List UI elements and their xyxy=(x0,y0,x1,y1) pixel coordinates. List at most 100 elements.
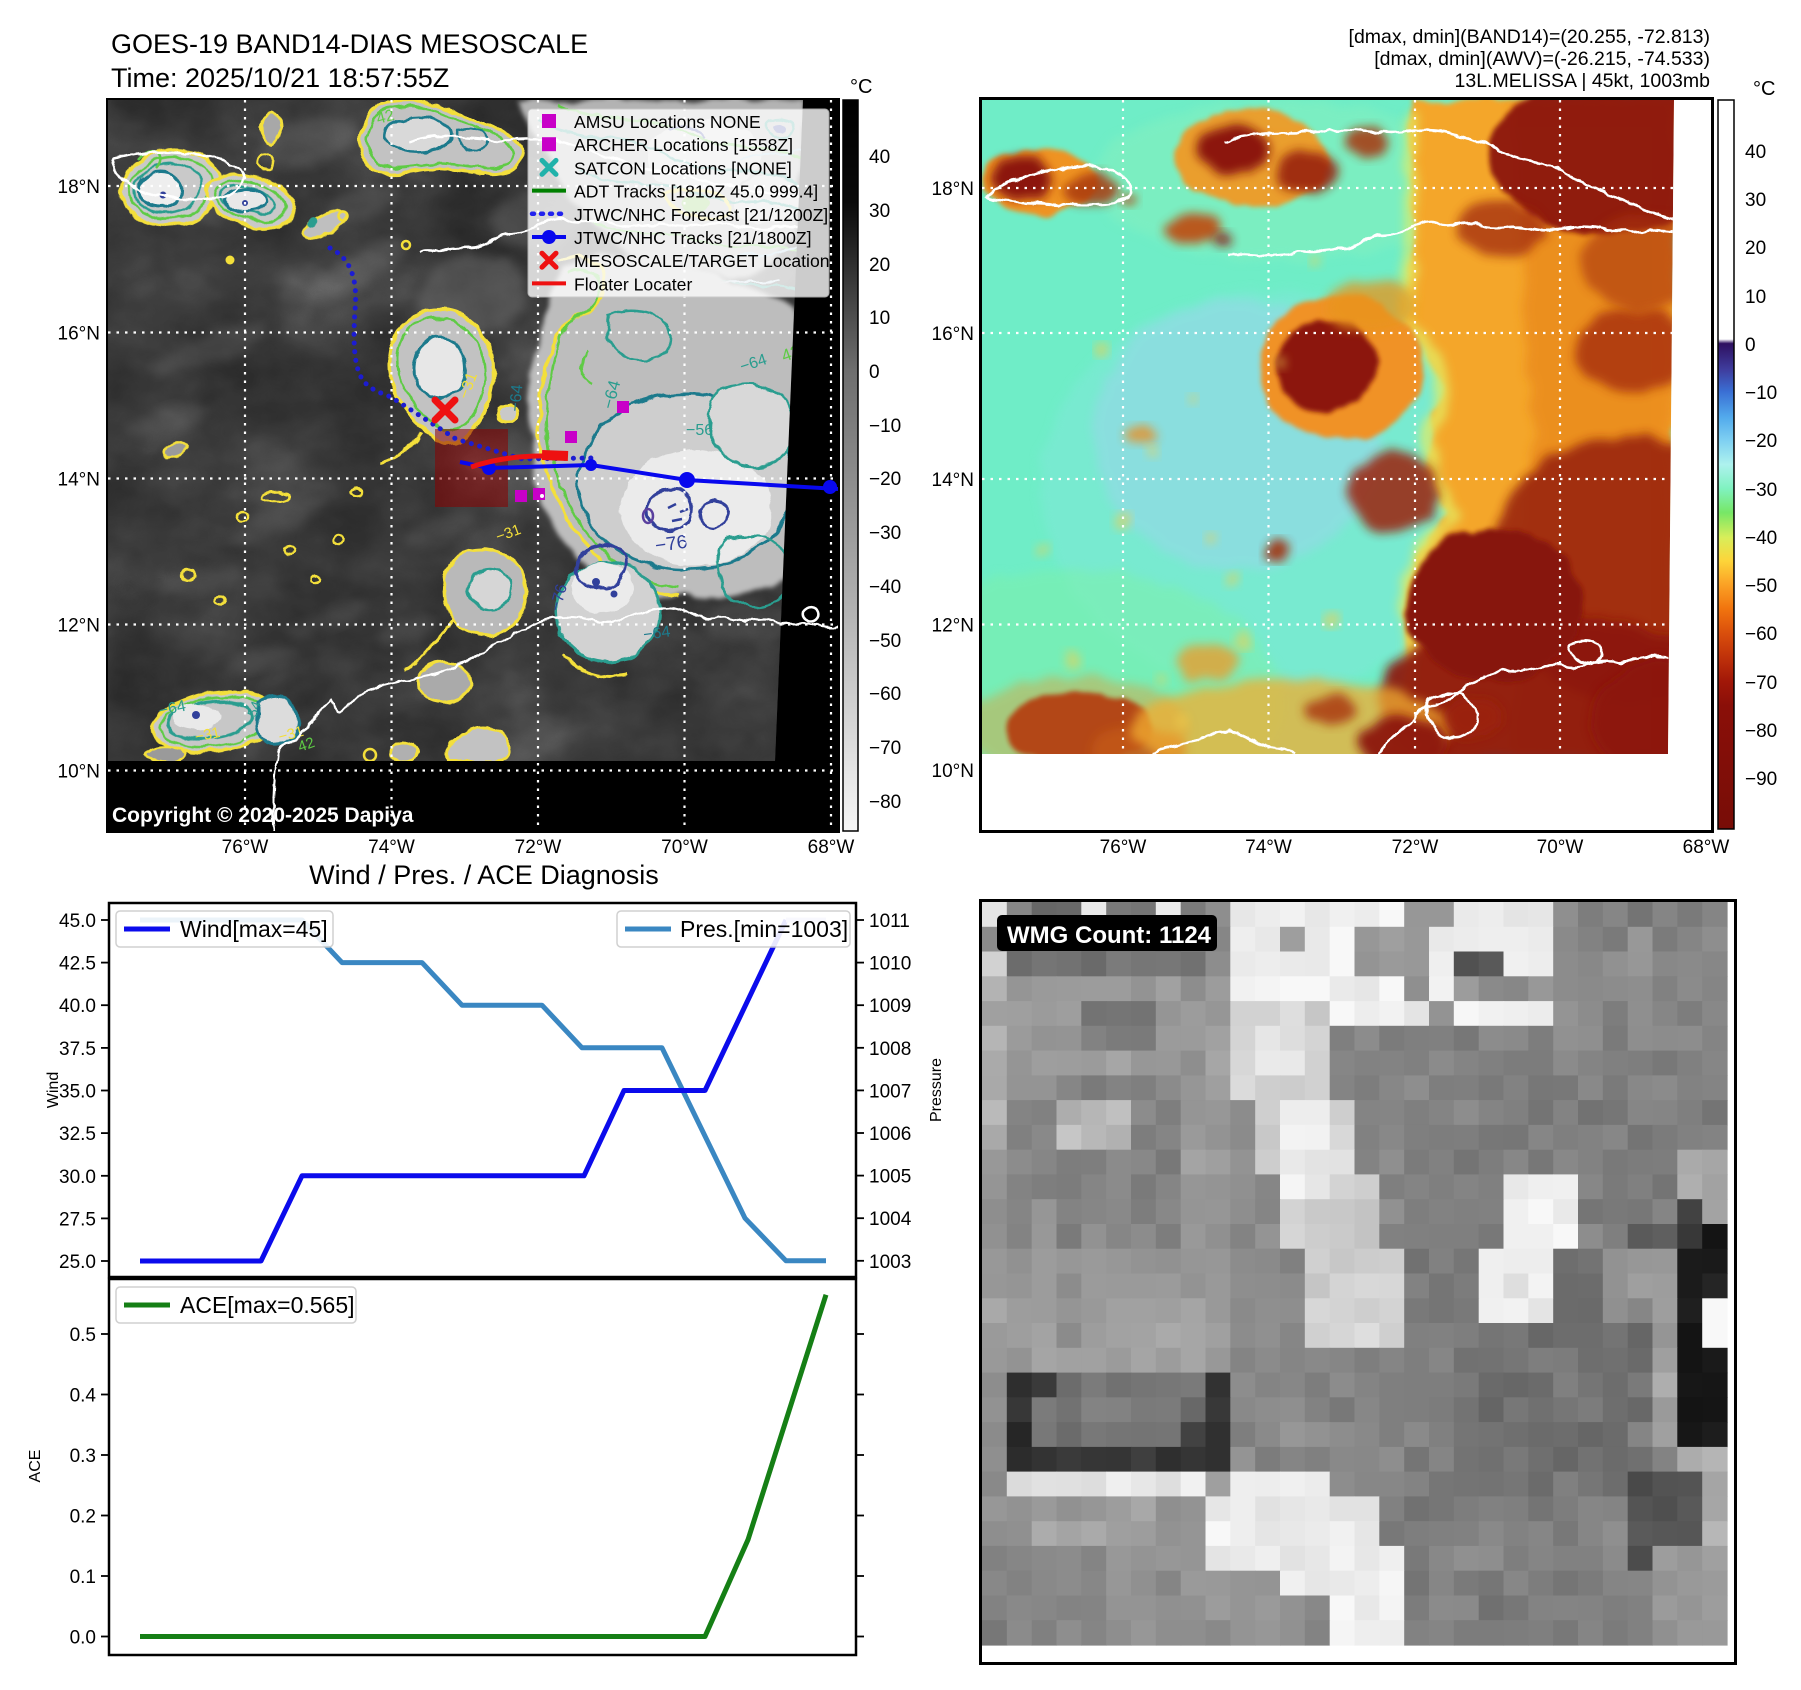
svg-text:35.0: 35.0 xyxy=(59,1082,96,1103)
svg-text:68°W: 68°W xyxy=(1683,837,1730,858)
svg-text:20: 20 xyxy=(1745,238,1766,259)
svg-text:Time: 2025/10/21 18:57:55Z: Time: 2025/10/21 18:57:55Z xyxy=(111,63,449,93)
svg-text:1005: 1005 xyxy=(869,1167,911,1188)
svg-text:30.0: 30.0 xyxy=(59,1167,96,1188)
svg-text:JTWC/NHC Forecast [21/1200Z]: JTWC/NHC Forecast [21/1200Z] xyxy=(574,205,828,225)
svg-text:1003: 1003 xyxy=(869,1252,911,1273)
svg-text:10°N: 10°N xyxy=(58,762,100,783)
svg-text:0.2: 0.2 xyxy=(70,1507,96,1528)
svg-text:ACE[max=0.565]: ACE[max=0.565] xyxy=(180,1292,355,1318)
svg-text:−60: −60 xyxy=(1745,624,1777,645)
svg-text:−20: −20 xyxy=(1745,431,1777,452)
svg-text:−76: −76 xyxy=(654,532,689,557)
svg-text:0.4: 0.4 xyxy=(70,1386,97,1407)
svg-text:76°W: 76°W xyxy=(222,837,269,858)
svg-text:70°W: 70°W xyxy=(661,837,708,858)
svg-text:25.0: 25.0 xyxy=(59,1252,96,1273)
svg-text:27.5: 27.5 xyxy=(59,1209,96,1230)
svg-text:0: 0 xyxy=(869,362,880,383)
svg-text:0: 0 xyxy=(1745,335,1756,356)
svg-text:30: 30 xyxy=(869,201,890,222)
svg-text:40: 40 xyxy=(1745,142,1766,163)
svg-text:1008: 1008 xyxy=(869,1039,911,1060)
svg-text:37.5: 37.5 xyxy=(59,1039,96,1060)
svg-text:−31: −31 xyxy=(277,723,306,746)
svg-text:1007: 1007 xyxy=(869,1081,911,1102)
svg-text:42.5: 42.5 xyxy=(59,954,96,975)
svg-text:−64: −64 xyxy=(642,623,671,644)
svg-text:WMG Count: 1124: WMG Count: 1124 xyxy=(1007,922,1212,949)
svg-text:−30: −30 xyxy=(1745,480,1777,501)
svg-text:1011: 1011 xyxy=(869,911,910,932)
svg-text:GOES-19 BAND14-DIAS MESOSCALE: GOES-19 BAND14-DIAS MESOSCALE xyxy=(111,29,588,59)
svg-text:12°N: 12°N xyxy=(932,616,974,637)
svg-text:MESOSCALE/TARGET Location: MESOSCALE/TARGET Location xyxy=(574,251,830,271)
svg-text:Wind / Pres. / ACE Diagnosis: Wind / Pres. / ACE Diagnosis xyxy=(309,860,659,890)
svg-text:76°W: 76°W xyxy=(1100,837,1147,858)
svg-text:−64: −64 xyxy=(507,384,526,413)
svg-text:1010: 1010 xyxy=(869,954,911,975)
svg-text:16°N: 16°N xyxy=(932,324,974,345)
svg-text:16°N: 16°N xyxy=(58,324,100,345)
svg-text:42: 42 xyxy=(296,734,317,756)
svg-text:40: 40 xyxy=(869,147,890,168)
svg-text:−76: −76 xyxy=(547,582,570,613)
svg-text:−40: −40 xyxy=(1745,528,1777,549)
svg-text:18°N: 18°N xyxy=(932,179,974,200)
svg-text:°C: °C xyxy=(850,76,872,98)
svg-text:SATCON Locations [NONE]: SATCON Locations [NONE] xyxy=(574,158,792,178)
svg-text:72°W: 72°W xyxy=(1392,837,1439,858)
svg-text:−30: −30 xyxy=(869,523,901,544)
svg-text:10°N: 10°N xyxy=(932,761,974,782)
svg-text:13L.MELISSA | 45kt, 1003mb: 13L.MELISSA | 45kt, 1003mb xyxy=(1455,70,1711,92)
svg-text:30: 30 xyxy=(1745,190,1766,211)
svg-text:−90: −90 xyxy=(1745,769,1777,790)
svg-text:18°N: 18°N xyxy=(58,177,100,198)
svg-text:45.0: 45.0 xyxy=(59,911,96,932)
svg-text:−20: −20 xyxy=(869,469,901,490)
svg-text:74°W: 74°W xyxy=(368,837,415,858)
svg-text:ARCHER Locations [1558Z]: ARCHER Locations [1558Z] xyxy=(574,135,793,155)
svg-text:ACE: ACE xyxy=(27,1450,44,1483)
svg-text:0.1: 0.1 xyxy=(70,1567,96,1588)
svg-text:20: 20 xyxy=(869,255,890,276)
svg-text:54: 54 xyxy=(244,699,264,719)
svg-text:Wind: Wind xyxy=(45,1072,62,1108)
svg-text:Copyright © 2020-2025 Dapiya: Copyright © 2020-2025 Dapiya xyxy=(112,804,414,827)
svg-text:°C: °C xyxy=(1753,78,1775,100)
svg-text:−80: −80 xyxy=(869,792,901,813)
svg-text:AMSU Locations NONE: AMSU Locations NONE xyxy=(574,112,761,132)
svg-text:14°N: 14°N xyxy=(58,470,100,491)
svg-text:10: 10 xyxy=(869,308,890,329)
svg-text:−31: −31 xyxy=(193,724,221,746)
svg-text:40.0: 40.0 xyxy=(59,996,96,1017)
svg-text:10: 10 xyxy=(1745,287,1766,308)
svg-text:−60: −60 xyxy=(869,684,901,705)
svg-text:−70: −70 xyxy=(1745,673,1777,694)
svg-text:−70: −70 xyxy=(869,738,901,759)
svg-text:14°N: 14°N xyxy=(932,470,974,491)
svg-text:1004: 1004 xyxy=(869,1209,912,1230)
svg-text:−80: −80 xyxy=(1745,721,1777,742)
svg-text:0.5: 0.5 xyxy=(70,1325,96,1346)
svg-text:JTWC/NHC Tracks [21/1800Z]: JTWC/NHC Tracks [21/1800Z] xyxy=(574,228,812,248)
svg-text:Pres.[min=1003]: Pres.[min=1003] xyxy=(680,916,848,942)
svg-text:Pressure: Pressure xyxy=(928,1058,945,1122)
svg-text:74°W: 74°W xyxy=(1245,837,1292,858)
svg-text:0.3: 0.3 xyxy=(70,1446,96,1467)
svg-text:[dmax, dmin](BAND14)=(20.255,: [dmax, dmin](BAND14)=(20.255, -72.813) xyxy=(1349,26,1710,48)
svg-text:−10: −10 xyxy=(1745,383,1777,404)
svg-text:−10: −10 xyxy=(869,416,901,437)
svg-text:42: 42 xyxy=(375,107,397,128)
svg-text:1006: 1006 xyxy=(869,1124,911,1145)
svg-text:−56: −56 xyxy=(686,422,713,439)
svg-text:−64: −64 xyxy=(157,698,187,720)
svg-text:68°W: 68°W xyxy=(808,837,855,858)
svg-text:−50: −50 xyxy=(1745,576,1777,597)
svg-text:−40: −40 xyxy=(869,577,901,598)
svg-text:12°N: 12°N xyxy=(58,616,100,637)
svg-text:0.0: 0.0 xyxy=(70,1628,96,1649)
svg-text:70°W: 70°W xyxy=(1537,837,1584,858)
svg-text:32.5: 32.5 xyxy=(59,1124,96,1145)
svg-text:Wind[max=45]: Wind[max=45] xyxy=(180,916,328,942)
